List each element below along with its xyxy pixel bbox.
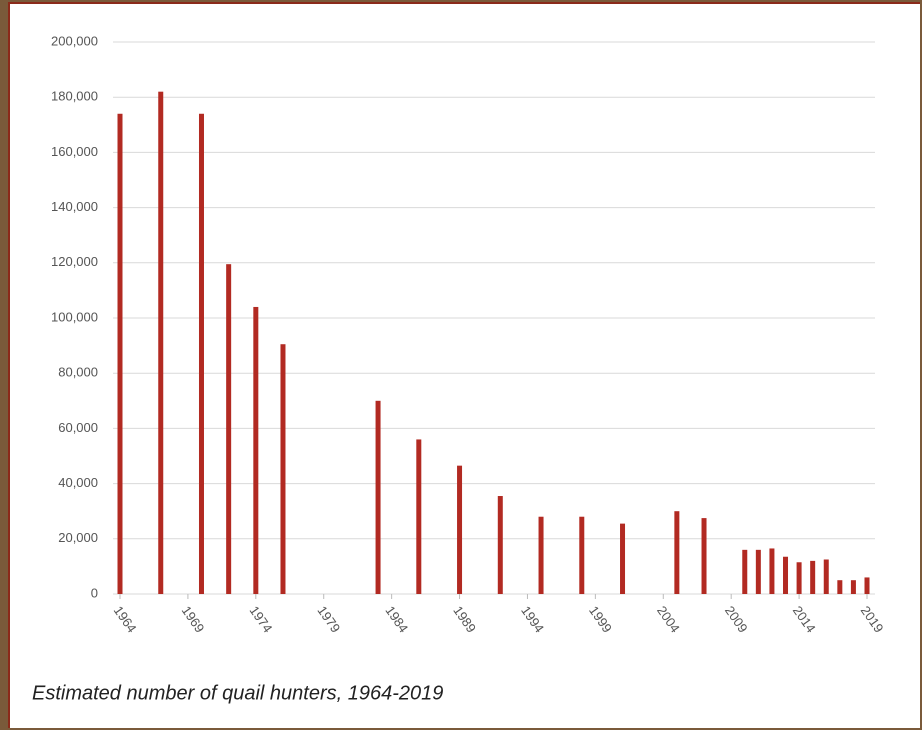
bar <box>850 580 856 594</box>
bar <box>796 562 802 594</box>
caption: Estimated number of quail hunters, 1964-… <box>32 682 443 704</box>
y-tick-label: 180,000 <box>51 89 98 104</box>
bar <box>674 511 680 594</box>
x-tick-label: 1969 <box>179 603 208 635</box>
x-tick-label: 1974 <box>247 603 276 635</box>
bar <box>823 559 829 594</box>
x-tick-label: 2014 <box>790 603 819 635</box>
x-tick-label: 1989 <box>450 603 479 635</box>
bar <box>742 549 748 594</box>
bar <box>117 113 123 594</box>
bar <box>253 306 259 594</box>
y-tick-label: 80,000 <box>58 365 98 380</box>
bar <box>158 91 164 595</box>
bar <box>375 400 381 594</box>
y-tick-label: 40,000 <box>58 475 98 490</box>
y-tick-label: 60,000 <box>58 420 98 435</box>
x-tick-label: 2019 <box>858 603 887 635</box>
bar <box>810 560 816 594</box>
bar <box>620 523 626 594</box>
x-tick-label: 1999 <box>586 603 615 635</box>
x-tick-label: 1984 <box>382 603 411 635</box>
bar <box>579 516 585 594</box>
y-tick-label: 20,000 <box>58 530 98 545</box>
bar <box>701 518 707 594</box>
x-tick-label: 1994 <box>518 603 547 635</box>
x-tick-label: 1979 <box>314 603 343 635</box>
y-tick-label: 100,000 <box>51 309 98 324</box>
bar <box>226 264 232 594</box>
x-tick-label: 2009 <box>722 603 751 635</box>
bar <box>416 439 422 594</box>
bar <box>497 496 503 594</box>
y-tick-label: 0 <box>91 585 98 600</box>
bar <box>837 580 843 594</box>
y-tick-label: 120,000 <box>51 254 98 269</box>
y-tick-label: 140,000 <box>51 199 98 214</box>
y-tick-label: 160,000 <box>51 144 98 159</box>
bar <box>457 465 463 594</box>
bar <box>538 516 544 594</box>
bar <box>755 549 761 594</box>
bar <box>280 344 286 594</box>
bar <box>783 556 789 594</box>
bar <box>864 577 870 594</box>
bar <box>198 113 204 594</box>
x-tick-label: 2004 <box>654 603 683 635</box>
bar <box>769 548 775 594</box>
x-tick-label: 1964 <box>111 603 140 635</box>
y-tick-label: 200,000 <box>51 33 98 48</box>
